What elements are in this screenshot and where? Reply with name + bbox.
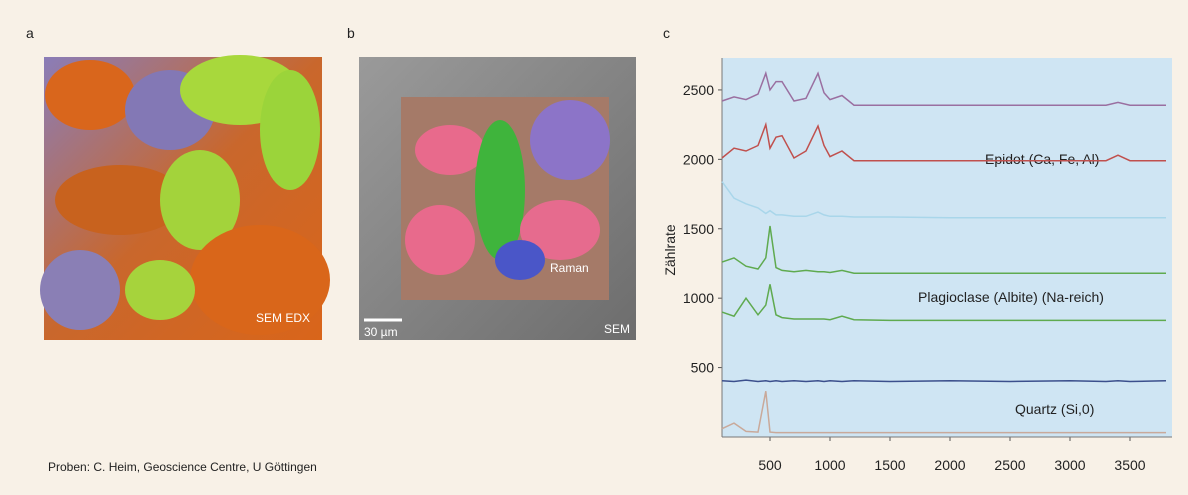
- y-tick-label: 500: [691, 360, 715, 376]
- x-tick-label: 3500: [1114, 457, 1145, 473]
- blob: [475, 120, 525, 260]
- annotation: Epidot (Ca, Fe, Al): [985, 151, 1099, 167]
- spectrum-line: [721, 121, 1166, 162]
- panel-label: c: [663, 25, 670, 41]
- credit: Proben: C. Heim, Geoscience Centre, U Gö…: [48, 460, 317, 474]
- sem-edx-image: SEM EDX: [40, 55, 330, 340]
- plot-background: [722, 58, 1172, 437]
- y-tick-label: 2000: [683, 151, 714, 167]
- blob: [495, 240, 545, 280]
- panel-label: b: [347, 25, 355, 41]
- y-tick-label: 1500: [683, 221, 714, 237]
- blob: [160, 150, 240, 250]
- image-caption: SEM: [604, 322, 630, 336]
- spectrum-line: [721, 391, 1166, 434]
- image-caption: SEM EDX: [256, 311, 310, 325]
- blob: [405, 205, 475, 275]
- spectrum-line: [721, 181, 1166, 219]
- blob: [55, 165, 185, 235]
- blob: [530, 100, 610, 180]
- x-tick-label: 1000: [814, 457, 845, 473]
- y-tick-label: 1000: [683, 290, 714, 306]
- x-tick-label: 1500: [874, 457, 905, 473]
- image-caption: Raman: [550, 261, 589, 275]
- blob: [520, 200, 600, 260]
- panel-label: a: [26, 25, 34, 41]
- scale-bar-label: 30 µm: [364, 325, 398, 339]
- blob: [40, 250, 120, 330]
- blob: [260, 70, 320, 190]
- spectrum-line: [721, 379, 1167, 383]
- x-tick-label: 3000: [1054, 457, 1085, 473]
- spectrum-line: [721, 70, 1166, 106]
- x-tick-label: 2000: [934, 457, 965, 473]
- blob: [415, 125, 485, 175]
- annotation: Plagioclase (Albite) (Na-reich): [918, 289, 1104, 305]
- spectrum-line: [721, 284, 1166, 322]
- x-tick-label: 2500: [994, 457, 1025, 473]
- x-tick-label: 500: [758, 457, 782, 473]
- annotation: Quartz (Si,0): [1015, 401, 1094, 417]
- blob: [125, 260, 195, 320]
- sem-image: Raman SEM 30 µm: [359, 57, 636, 340]
- y-tick-label: 2500: [683, 82, 714, 98]
- y-axis-label: Zählrate: [662, 224, 678, 276]
- spectrum-line: [721, 225, 1166, 274]
- blob: [45, 60, 135, 130]
- blob: [190, 225, 330, 335]
